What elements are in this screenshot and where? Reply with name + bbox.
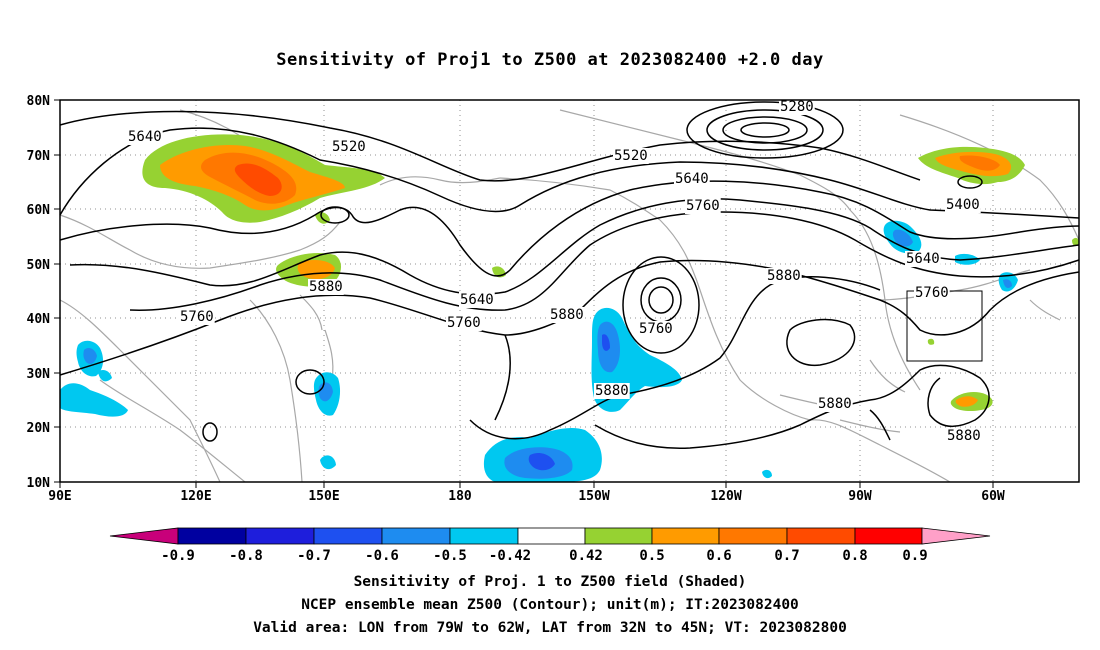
contour-label-halo <box>766 268 802 284</box>
colorbar-swatch <box>651 527 720 545</box>
contour-label-halo <box>179 309 215 325</box>
contour-label-halo <box>905 251 941 267</box>
colorbar-label: 0.6 <box>706 548 731 564</box>
colorbar-label: -0.9 <box>161 548 195 564</box>
contour-label-halo <box>459 292 495 308</box>
lat-label: 20N <box>27 421 51 436</box>
colorbar-label: 0.9 <box>902 548 927 564</box>
lon-label: 150W <box>578 489 609 504</box>
colorbar-swatch <box>718 527 788 545</box>
lon-label: 180 <box>448 489 472 504</box>
colorbar-label: -0.7 <box>297 548 331 564</box>
map-title: Sensitivity of Proj1 to Z500 at 20230824… <box>276 50 824 70</box>
contour-label: 5640 <box>128 129 162 145</box>
colorbar-labels: -0.9 -0.8 -0.7 -0.6 -0.5 -0.42 0.42 0.5 … <box>161 548 928 564</box>
colorbar-swatch <box>109 527 179 545</box>
contour-label: 5760 <box>915 285 949 301</box>
colorbar <box>109 527 991 545</box>
contour-label-halo <box>945 197 981 213</box>
colorbar-swatch <box>921 527 991 545</box>
colorbar-swatch <box>584 527 653 545</box>
contour-label-halo <box>685 198 721 214</box>
lat-label: 60N <box>27 203 51 218</box>
lat-labels: 80N 70N 60N 50N 40N 30N 20N 10N <box>27 94 51 491</box>
contour-label-halo <box>308 279 344 295</box>
colorbar-label: -0.42 <box>489 548 531 564</box>
colorbar-label: 0.8 <box>842 548 867 564</box>
colorbar-swatch <box>449 527 519 545</box>
contour-label-halo <box>127 129 163 145</box>
contour-label: 5280 <box>780 99 814 115</box>
lat-label: 10N <box>27 476 51 491</box>
colorbar-label: -0.6 <box>365 548 399 564</box>
lat-label: 40N <box>27 312 51 327</box>
colorbar-swatch <box>517 527 586 545</box>
contour-label: 5640 <box>460 292 494 308</box>
sensitivity-shading <box>60 134 1079 482</box>
tick-marks <box>54 99 994 488</box>
contour-label-halo <box>446 315 482 331</box>
contour-label: 5880 <box>947 428 981 444</box>
colorbar-label: -0.5 <box>433 548 467 564</box>
contour-label-halo <box>549 307 585 323</box>
contour-label: 5640 <box>906 251 940 267</box>
caption-line-2: NCEP ensemble mean Z500 (Contour); unit(… <box>301 597 799 613</box>
contour-label-halo <box>779 99 815 115</box>
contour-label: 5760 <box>180 309 214 325</box>
colorbar-swatch <box>177 527 247 545</box>
caption-line-3: Valid area: LON from 79W to 62W, LAT fro… <box>253 620 847 636</box>
contour-label-halo <box>914 285 950 301</box>
z500-contours <box>59 101 1080 450</box>
lat-label: 30N <box>27 367 51 382</box>
contour-label: 5880 <box>595 383 629 399</box>
colorbar-label: 0.42 <box>569 548 603 564</box>
contour-label: 5880 <box>550 307 584 323</box>
lon-labels: 90E 120E 150E 180 150W 120W 90W 60W <box>48 489 1005 504</box>
caption-line-1: Sensitivity of Proj. 1 to Z500 field (Sh… <box>353 574 747 590</box>
lon-label: 150E <box>308 489 339 504</box>
contour-label-halo <box>331 139 367 155</box>
colorbar-swatch <box>854 527 923 545</box>
contour-label: 5760 <box>686 198 720 214</box>
contour-label-halo <box>817 396 853 412</box>
contour-label-halo <box>946 428 982 444</box>
lat-label: 50N <box>27 258 51 273</box>
lon-label: 120W <box>710 489 741 504</box>
contour-label: 5520 <box>614 148 648 164</box>
lon-label: 90W <box>848 489 872 504</box>
contour-label: 5760 <box>639 321 673 337</box>
colorbar-label: -0.8 <box>229 548 263 564</box>
contour-label-halo <box>674 171 710 187</box>
contour-label: 5760 <box>447 315 481 331</box>
contour-label: 5880 <box>767 268 801 284</box>
lat-label: 80N <box>27 94 51 109</box>
lon-label: 60W <box>981 489 1005 504</box>
colorbar-swatch <box>313 527 383 545</box>
lon-label: 120E <box>180 489 211 504</box>
map-frame <box>59 99 1080 483</box>
coastlines <box>59 109 1080 483</box>
colorbar-swatch <box>786 527 856 545</box>
colorbar-swatch <box>245 527 315 545</box>
contour-label-halo <box>638 321 674 337</box>
contour-labels: 5280 5640 5520 5520 5640 5760 5400 5640 … <box>127 99 982 444</box>
contour-label: 5520 <box>332 139 366 155</box>
contour-label: 5880 <box>818 396 852 412</box>
contour-label: 5640 <box>675 171 709 187</box>
contour-label-halo <box>594 383 630 399</box>
colorbar-label: 0.7 <box>774 548 799 564</box>
contour-label: 5400 <box>946 197 980 213</box>
colorbar-swatch <box>381 527 451 545</box>
contour-label: 5880 <box>309 279 343 295</box>
lon-label: 90E <box>48 489 71 504</box>
lat-label: 70N <box>27 149 51 164</box>
colorbar-label: 0.5 <box>639 548 664 564</box>
contour-label-halo <box>613 148 649 164</box>
